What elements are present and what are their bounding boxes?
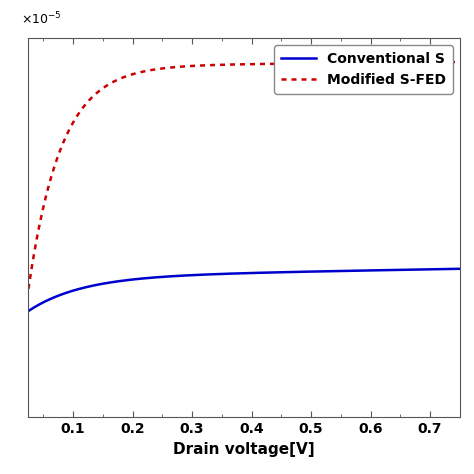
Modified S-FED (102, 84, 108, 90)
Modified S-FED (350, 60, 356, 66)
Modified S-FED (280, 61, 285, 66)
Modified S-FED (26, 286, 31, 292)
Conventional S (457, 266, 463, 272)
Legend: Conventional S, Modified S-FED: Conventional S, Modified S-FED (274, 45, 453, 94)
Text: $\times 10^{-5}$: $\times 10^{-5}$ (21, 10, 62, 27)
Conventional S (221, 271, 227, 277)
Conventional S (314, 269, 319, 274)
Conventional S (137, 276, 142, 282)
Line: Modified S-FED: Modified S-FED (28, 62, 460, 289)
Modified S-FED (137, 70, 142, 75)
Modified S-FED (221, 62, 227, 68)
Conventional S (26, 308, 31, 314)
Conventional S (102, 281, 108, 286)
Conventional S (280, 269, 285, 275)
Line: Conventional S: Conventional S (28, 269, 460, 311)
Modified S-FED (457, 59, 463, 65)
X-axis label: Drain voltage[V]: Drain voltage[V] (173, 442, 315, 456)
Modified S-FED (314, 61, 319, 66)
Conventional S (350, 268, 356, 273)
